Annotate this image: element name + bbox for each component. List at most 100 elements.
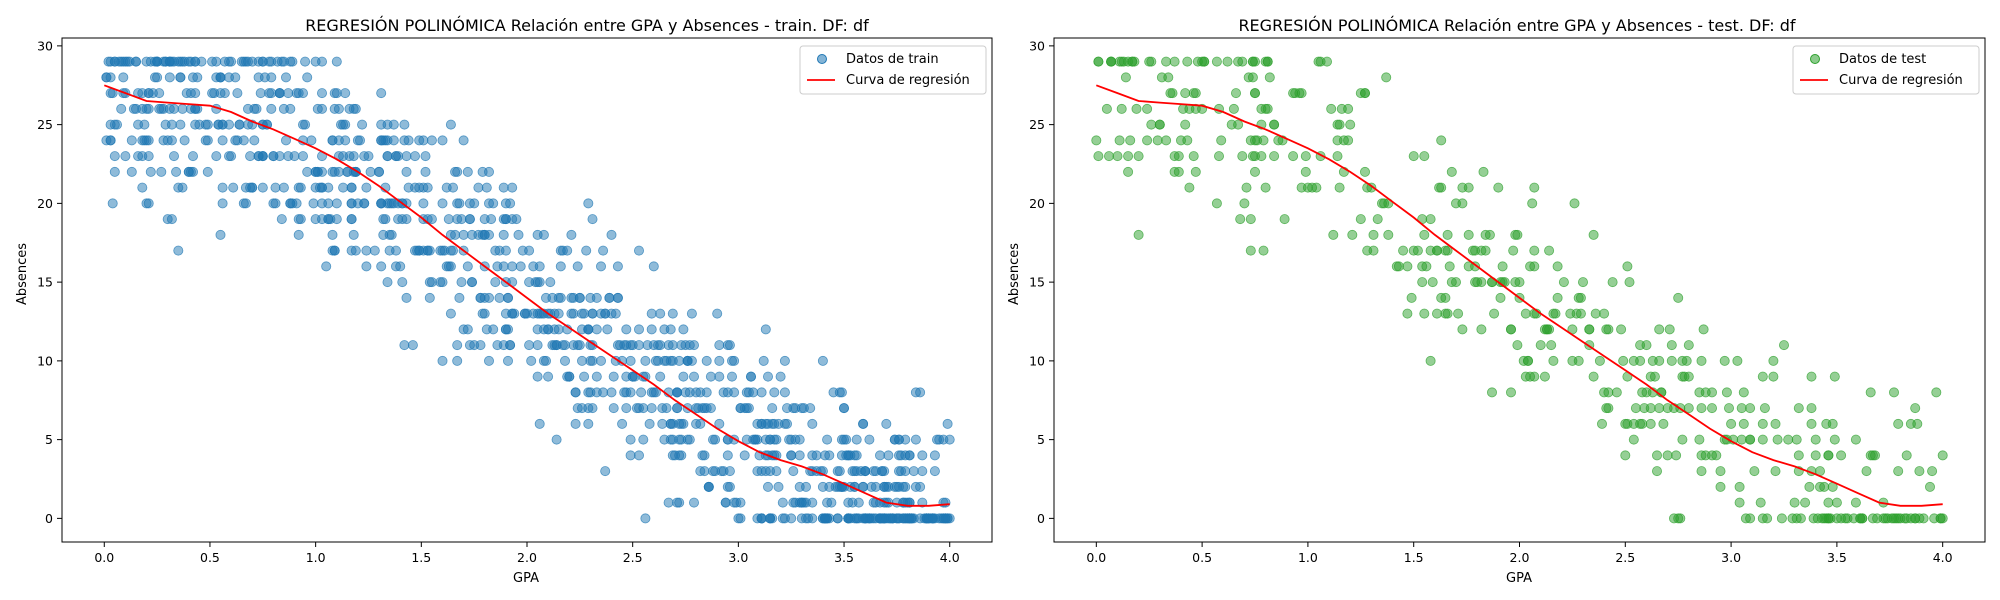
y-tick-label: 5 bbox=[1037, 432, 1045, 447]
scatter-point bbox=[466, 277, 477, 288]
scatter-point bbox=[617, 418, 628, 429]
scatter-point bbox=[1823, 450, 1834, 461]
scatter-point bbox=[870, 481, 881, 492]
scatter-point bbox=[1891, 513, 1902, 524]
scatter-point bbox=[638, 434, 649, 445]
scatter-point bbox=[927, 513, 938, 524]
y-axis-label: Absences bbox=[15, 243, 30, 305]
scatter-point bbox=[879, 466, 890, 477]
scatter-point bbox=[1269, 119, 1280, 130]
scatter-point bbox=[1544, 245, 1555, 256]
scatter-point bbox=[1313, 56, 1324, 67]
scatter-point bbox=[555, 261, 566, 272]
scatter-point bbox=[572, 261, 583, 272]
scatter-point bbox=[596, 355, 607, 366]
scatter-point bbox=[608, 403, 619, 414]
scatter-point bbox=[587, 214, 598, 225]
scatter-point bbox=[1831, 513, 1842, 524]
scatter-point bbox=[1658, 418, 1669, 429]
scatter-point bbox=[418, 135, 429, 146]
scatter-point bbox=[101, 72, 112, 83]
scatter-point bbox=[166, 119, 177, 130]
scatter-point bbox=[1487, 387, 1498, 398]
scatter-point bbox=[152, 72, 163, 83]
scatter-point bbox=[1901, 450, 1912, 461]
scatter-point bbox=[765, 434, 776, 445]
scatter-point bbox=[348, 151, 359, 162]
scatter-point bbox=[361, 245, 372, 256]
scatter-point bbox=[765, 513, 776, 524]
scatter-point bbox=[346, 182, 357, 193]
scatter-point bbox=[399, 340, 410, 351]
scatter-point bbox=[179, 135, 190, 146]
scatter-point bbox=[610, 308, 621, 319]
scatter-point bbox=[708, 466, 719, 477]
scatter-point bbox=[1791, 434, 1802, 445]
scatter-point bbox=[1247, 151, 1258, 162]
scatter-point bbox=[718, 466, 729, 477]
scatter-point bbox=[488, 324, 499, 335]
scatter-point bbox=[794, 497, 805, 508]
scatter-point bbox=[1453, 308, 1464, 319]
scatter-point bbox=[331, 214, 342, 225]
scatter-point bbox=[663, 497, 674, 508]
scatter-point bbox=[1698, 324, 1709, 335]
scatter-point bbox=[202, 166, 213, 177]
scatter-point bbox=[600, 308, 611, 319]
scatter-point bbox=[712, 308, 723, 319]
scatter-point bbox=[1300, 166, 1311, 177]
scatter-point bbox=[452, 355, 463, 366]
scatter-point bbox=[1772, 434, 1783, 445]
scatter-point bbox=[1745, 513, 1756, 524]
scatter-point bbox=[1163, 72, 1174, 83]
scatter-point bbox=[1269, 151, 1280, 162]
scatter-point bbox=[543, 371, 554, 382]
scatter-point bbox=[323, 182, 334, 193]
scatter-point bbox=[585, 387, 596, 398]
scatter-point bbox=[483, 355, 494, 366]
y-tick-label: 30 bbox=[1029, 38, 1045, 53]
scatter-point bbox=[917, 466, 928, 477]
scatter-point bbox=[321, 261, 332, 272]
scatter-point bbox=[1565, 308, 1576, 319]
y-tick-label: 15 bbox=[1029, 275, 1045, 290]
scatter-point bbox=[1736, 403, 1747, 414]
scatter-point bbox=[741, 387, 752, 398]
scatter-point bbox=[534, 277, 545, 288]
scatter-point bbox=[274, 88, 285, 99]
scatter-point bbox=[636, 387, 647, 398]
scatter-point bbox=[1787, 513, 1798, 524]
scatter-point bbox=[399, 119, 410, 130]
scatter-point bbox=[133, 119, 144, 130]
scatter-point bbox=[851, 434, 862, 445]
scatter-point bbox=[1406, 292, 1417, 303]
scatter-point bbox=[1611, 387, 1622, 398]
scatter-point bbox=[583, 198, 594, 209]
scatter-point bbox=[1527, 198, 1538, 209]
scatter-point bbox=[678, 418, 689, 429]
scatter-point bbox=[900, 466, 911, 477]
scatter-point bbox=[1457, 324, 1468, 335]
scatter-point bbox=[741, 434, 752, 445]
scatter-point bbox=[1893, 466, 1904, 477]
scatter-point bbox=[1161, 56, 1172, 67]
scatter-point bbox=[1831, 497, 1842, 508]
scatter-point bbox=[579, 308, 590, 319]
scatter-point bbox=[177, 103, 188, 114]
scatter-point bbox=[1472, 277, 1483, 288]
x-tick-label: 0.5 bbox=[200, 550, 220, 565]
scatter-point bbox=[634, 324, 645, 335]
scatter-point bbox=[1776, 513, 1787, 524]
scatter-point bbox=[1783, 434, 1794, 445]
scatter-point bbox=[1328, 229, 1339, 240]
scatter-point bbox=[1104, 151, 1115, 162]
scatter-point bbox=[1311, 182, 1322, 193]
scatter-point bbox=[143, 103, 154, 114]
scatter-point bbox=[570, 387, 581, 398]
scatter-point bbox=[1250, 166, 1261, 177]
scatter-point bbox=[287, 198, 298, 209]
scatter-point bbox=[1525, 371, 1536, 382]
scatter-point bbox=[300, 56, 311, 67]
scatter-point bbox=[574, 292, 585, 303]
scatter-point bbox=[1442, 229, 1453, 240]
